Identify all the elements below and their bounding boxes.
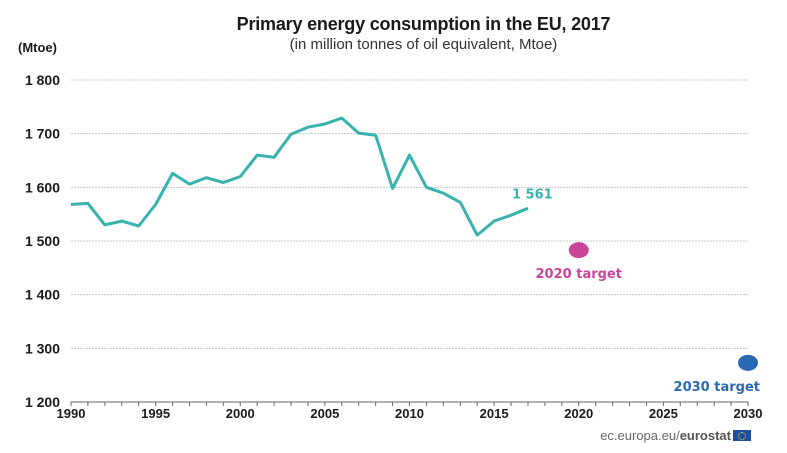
x-tick-label: 1995: [141, 406, 170, 421]
y-tick-label: 1 300: [25, 340, 60, 356]
source-credit: ec.europa.eu/eurostat: [600, 428, 751, 443]
end-value-label: 1 561: [512, 187, 553, 202]
target-label: 2020 target: [536, 267, 622, 282]
y-axis-unit-label: (Mtoe): [18, 40, 57, 55]
source-prefix: ec.europa.eu/: [600, 428, 680, 443]
x-tick-label: 1990: [57, 406, 86, 421]
y-axis-ticks: 1 200 1 300 1 400 1 500 1 600 1 700 1 800: [25, 72, 60, 410]
source-brand: eurostat: [679, 428, 731, 443]
target-marker: [738, 354, 758, 371]
x-tick-label: 2015: [480, 406, 509, 421]
x-tick-label: 2020: [564, 406, 593, 421]
gridlines: [71, 79, 748, 349]
x-tick-label: 2010: [395, 406, 424, 421]
targets-layer: 2020 target 2030 target: [536, 242, 760, 395]
x-tick-label: 2030: [734, 406, 763, 421]
y-tick-label: 1 700: [25, 126, 60, 142]
y-tick-label: 1 400: [25, 287, 60, 303]
series-line: [70, 116, 529, 237]
eu-flag-icon: [733, 430, 751, 441]
target-label: 2030 target: [674, 380, 760, 395]
x-tick-label: 2005: [310, 406, 339, 421]
target-marker: [568, 242, 589, 259]
y-tick-label: 1 600: [25, 179, 60, 195]
x-tick-label: 2025: [649, 406, 678, 421]
y-tick-label: 1 800: [25, 72, 60, 88]
series-layer: 1 561: [70, 116, 553, 237]
chart-title: Primary energy consumption in the EU, 20…: [236, 14, 611, 34]
chart-subtitle: (in million tonnes of oil equivalent, Mt…: [289, 36, 558, 53]
x-tick-label: 2000: [226, 406, 255, 421]
y-tick-label: 1 500: [25, 233, 60, 249]
x-axis: 1990 1995 2000 2005 2010 2015 2020 2025 2030: [57, 401, 763, 421]
y-tick-label: 1 200: [25, 394, 60, 410]
